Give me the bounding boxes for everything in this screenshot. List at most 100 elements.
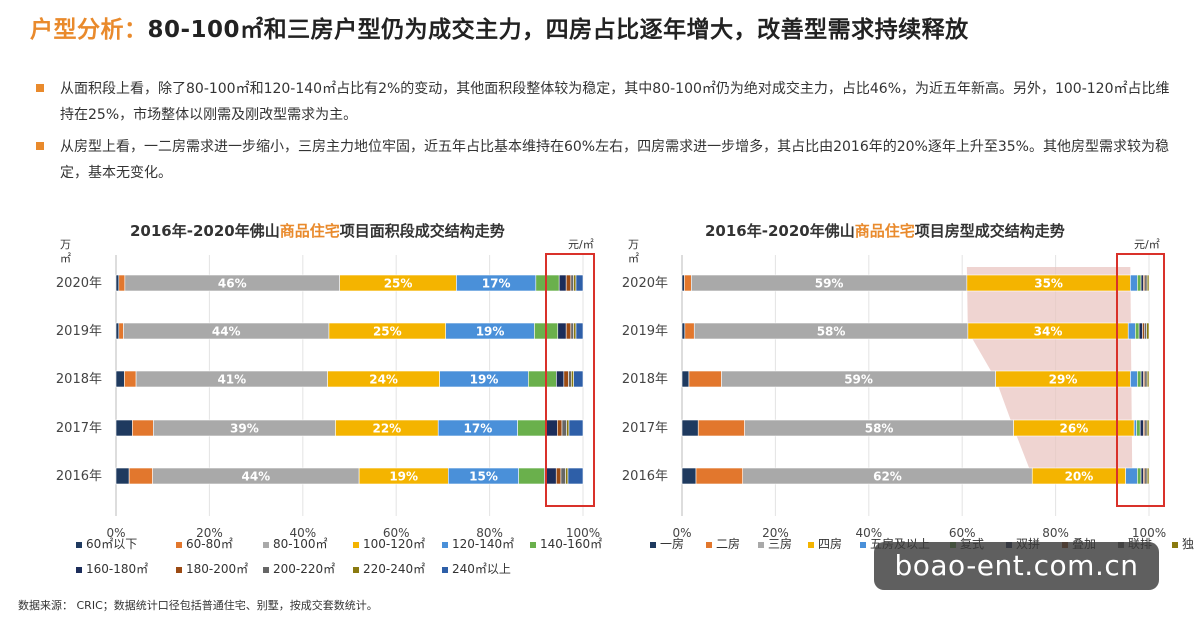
legend-label: 80-100㎡ bbox=[273, 537, 328, 551]
legend-swatch bbox=[176, 542, 182, 548]
bar-segment bbox=[1146, 419, 1150, 437]
bar-segment bbox=[555, 467, 562, 485]
bar-segment bbox=[567, 467, 584, 485]
bar-segment bbox=[557, 322, 567, 340]
bar-segment bbox=[575, 274, 584, 292]
bar-segment bbox=[563, 370, 569, 388]
bar-segment bbox=[1143, 322, 1147, 340]
bar-segment bbox=[575, 322, 584, 340]
chart-title-part: 商品住宅 bbox=[855, 222, 915, 240]
bar-segment bbox=[565, 322, 572, 340]
bar-segment bbox=[688, 370, 722, 388]
bar-data-label: 25% bbox=[373, 325, 402, 339]
legend-label: 一房 bbox=[660, 536, 684, 551]
bar-data-label: 19% bbox=[470, 373, 499, 387]
legend-swatch bbox=[442, 567, 448, 573]
legend-swatch bbox=[353, 567, 359, 573]
bar-segment bbox=[517, 419, 546, 437]
legend-swatch bbox=[76, 567, 82, 573]
bar-segment bbox=[568, 419, 584, 437]
x-tick-label: 100% bbox=[566, 526, 600, 540]
unit-left-label: ㎡ bbox=[60, 252, 71, 265]
legend-swatch bbox=[758, 542, 764, 548]
unit-left-label: 万 bbox=[60, 238, 71, 251]
watermark: boao-ent.com.cn bbox=[874, 542, 1159, 590]
bar-segment bbox=[1133, 419, 1137, 437]
x-tick-label: 80% bbox=[476, 526, 503, 540]
bar-segment bbox=[556, 370, 565, 388]
bar-segment bbox=[1140, 274, 1144, 292]
legend-label: 60㎡以下 bbox=[86, 537, 137, 551]
bar-data-label: 25% bbox=[384, 277, 413, 291]
unit-left-label: ㎡ bbox=[628, 252, 639, 265]
highlight-box bbox=[1116, 253, 1165, 507]
legend-swatch bbox=[176, 567, 182, 573]
legend-label: 独栋 bbox=[1182, 536, 1194, 551]
x-tick-label: 60% bbox=[949, 526, 976, 540]
bar-segment bbox=[697, 419, 745, 437]
bar-data-label: 22% bbox=[372, 422, 401, 436]
unit-right-label: 元/㎡ bbox=[1134, 238, 1160, 251]
bar-data-label: 26% bbox=[1060, 422, 1089, 436]
bar-segment bbox=[115, 274, 120, 292]
page-title: 户型分析：80-100㎡和三房户型仍为成交主力，四房占比逐年增大，改善型需求持续… bbox=[30, 10, 969, 44]
unit-right-label: 元/㎡ bbox=[568, 238, 594, 251]
bar-segment bbox=[1144, 467, 1148, 485]
bar-data-label: 59% bbox=[815, 277, 844, 291]
x-tick-label: 0% bbox=[106, 526, 125, 540]
bar-data-label: 41% bbox=[217, 373, 246, 387]
y-category-label: 2018年 bbox=[56, 372, 102, 387]
bar-data-label: 35% bbox=[1034, 277, 1063, 291]
y-category-label: 2017年 bbox=[622, 421, 668, 436]
bar-segment bbox=[573, 274, 577, 292]
bar-segment bbox=[115, 322, 120, 340]
bullet-text-unit-type: 从房型上看，一二房需求进一步缩小，三房主力地位牢固，近五年占比基本维持在60%左… bbox=[60, 139, 1169, 181]
legend-swatch bbox=[808, 542, 814, 548]
bar-segment bbox=[681, 370, 690, 388]
chart-title-part: 2016年-2020年佛山 bbox=[130, 222, 280, 240]
bar-segment bbox=[684, 274, 692, 292]
bar-segment bbox=[566, 419, 570, 437]
x-tick-label: 40% bbox=[289, 526, 316, 540]
bar-segment bbox=[573, 370, 584, 388]
x-tick-label: 100% bbox=[1132, 526, 1166, 540]
bar-segment bbox=[560, 467, 566, 485]
y-category-label: 2019年 bbox=[56, 324, 102, 339]
bar-segment bbox=[118, 274, 126, 292]
bar-data-label: 20% bbox=[1065, 470, 1094, 484]
chart-title-part: 项目面积段成交结构走势 bbox=[340, 222, 505, 240]
chart-title-part: 商品住宅 bbox=[280, 222, 340, 240]
bar-segment bbox=[1144, 274, 1148, 292]
bullet-square-icon bbox=[36, 84, 44, 92]
bar-segment bbox=[1137, 274, 1142, 292]
legend-swatch bbox=[860, 542, 866, 548]
bar-segment bbox=[1144, 419, 1148, 437]
y-category-label: 2016年 bbox=[56, 469, 102, 484]
legend-label: 240㎡以上 bbox=[452, 562, 511, 576]
legend-label: 120-140㎡ bbox=[452, 537, 514, 551]
bullet-square-icon bbox=[36, 142, 44, 150]
bar-segment bbox=[1146, 322, 1150, 340]
bar-segment bbox=[535, 274, 560, 292]
bar-segment bbox=[570, 274, 574, 292]
bar-segment bbox=[681, 467, 697, 485]
source-note: 数据来源： CRIC；数据统计口径包括普通住宅、别墅，按成交套数统计。 bbox=[18, 599, 378, 612]
bar-data-label: 34% bbox=[1034, 325, 1063, 339]
bar-segment bbox=[545, 419, 558, 437]
x-tick-label: 40% bbox=[855, 526, 882, 540]
y-category-label: 2019年 bbox=[622, 324, 668, 339]
bar-segment bbox=[1144, 370, 1148, 388]
x-tick-label: 20% bbox=[196, 526, 223, 540]
legend-swatch bbox=[530, 542, 536, 548]
bar-data-label: 19% bbox=[476, 325, 505, 339]
bar-segment bbox=[528, 370, 557, 388]
y-category-label: 2018年 bbox=[622, 372, 668, 387]
legend-swatch bbox=[263, 542, 269, 548]
highlight-box bbox=[545, 253, 595, 507]
bar-segment bbox=[1146, 370, 1150, 388]
bar-segment bbox=[1136, 419, 1141, 437]
legend-label: 160-180㎡ bbox=[86, 562, 148, 576]
chart-title: 2016年-2020年佛山商品住宅项目面积段成交结构走势 bbox=[130, 222, 505, 240]
